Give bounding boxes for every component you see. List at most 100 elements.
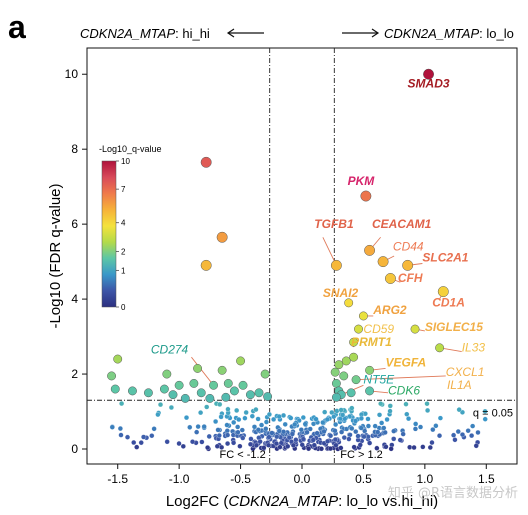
data-point (193, 363, 203, 373)
data-point (236, 356, 246, 366)
background-point (269, 430, 275, 436)
data-point (245, 390, 255, 400)
background-point (134, 444, 140, 450)
q-threshold-label: q = 0.05 (473, 407, 513, 419)
data-point (346, 388, 356, 398)
arrow-right-icon (342, 28, 380, 38)
background-point (155, 412, 161, 418)
colorbar: -Log10_q-value 0 1 2 4 7 10 (99, 144, 162, 312)
data-point (174, 380, 184, 390)
background-point (429, 440, 435, 446)
background-point (381, 425, 387, 431)
arrow-left-icon (226, 28, 264, 38)
background-point (218, 414, 224, 420)
background-point (271, 416, 277, 422)
background-point (349, 425, 355, 432)
data-point (168, 390, 178, 400)
background-point (382, 429, 388, 435)
data-point (364, 244, 376, 256)
background-point (204, 404, 210, 410)
background-point (384, 416, 390, 423)
x-tick-label: -1.5 (107, 472, 128, 486)
background-point (430, 427, 436, 433)
data-point (205, 393, 215, 403)
y-tick-label: 8 (71, 142, 78, 156)
x-axis-title-suffix: : lo_lo vs.hi_hi) (338, 493, 438, 510)
data-point (196, 388, 206, 398)
background-point (387, 408, 393, 414)
background-point (388, 446, 394, 452)
data-point (331, 378, 341, 388)
label-connector (356, 375, 446, 381)
background-point (261, 445, 267, 451)
background-point (298, 427, 304, 433)
gene-label: CD274 (151, 342, 189, 356)
background-point (465, 428, 471, 434)
background-point (206, 433, 212, 439)
data-point (330, 259, 342, 271)
background-point (274, 434, 280, 440)
data-point (223, 378, 233, 388)
data-point (331, 392, 341, 402)
background-point (300, 436, 306, 442)
background-point (475, 429, 481, 436)
data-point (159, 384, 169, 394)
data-point (263, 392, 273, 401)
background-point (302, 421, 308, 427)
background-point (376, 412, 383, 418)
background-point (361, 434, 367, 440)
background-point (365, 423, 371, 429)
background-point (327, 446, 334, 452)
background-point (149, 433, 155, 439)
background-point (420, 444, 426, 450)
data-point (334, 360, 344, 370)
background-point (329, 409, 335, 416)
data-point (110, 384, 120, 394)
background-point (347, 432, 353, 438)
x-axis-title: Log2FC (CDKN2A_MTAP: lo_lo vs.hi_hi) (166, 493, 438, 510)
data-point (410, 324, 420, 334)
background-point (224, 428, 230, 434)
gene-label: SIGLEC15 (425, 320, 483, 334)
background-point (253, 442, 259, 448)
background-point (387, 403, 393, 409)
data-point (209, 380, 218, 390)
data-point (437, 286, 449, 298)
data-point (360, 190, 372, 202)
data-point (358, 311, 368, 321)
background-point (239, 427, 245, 433)
data-point (162, 369, 172, 379)
y-tick-label: 10 (65, 67, 79, 81)
data-point (351, 375, 361, 385)
highlighted-points (107, 68, 449, 403)
background-point (355, 433, 361, 439)
background-point (215, 427, 221, 433)
background-point (225, 441, 231, 447)
data-point (349, 352, 359, 362)
gene-label: CEACAM1 (372, 217, 432, 231)
background-point (276, 428, 282, 434)
background-point (455, 429, 461, 435)
colorbar-tick-label: 0 (121, 303, 126, 312)
background-point (124, 434, 131, 440)
data-point (423, 68, 434, 80)
gene-label: PRMT1 (351, 335, 392, 349)
data-point (189, 378, 199, 388)
background-point (180, 443, 186, 449)
background-point (280, 429, 287, 435)
background-point (266, 411, 272, 417)
gene-label: IL33 (462, 341, 486, 355)
label-connectors (191, 236, 462, 396)
background-point (310, 437, 316, 443)
background-point (417, 424, 424, 430)
watermark: 知乎 @R语言数据分析 (387, 486, 518, 501)
data-point (254, 388, 264, 398)
background-point (313, 416, 319, 422)
data-point (365, 386, 375, 396)
gene-label: IL1A (447, 378, 472, 392)
background-point (349, 405, 355, 411)
background-point (425, 407, 431, 413)
data-point (200, 259, 212, 271)
background-point (118, 432, 124, 438)
y-tick-label: 2 (71, 367, 78, 381)
